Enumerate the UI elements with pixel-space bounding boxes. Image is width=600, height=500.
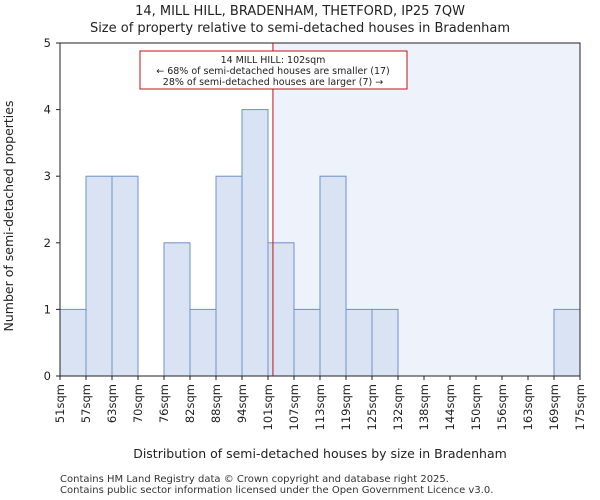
x-tick-label: 57sqm — [79, 384, 93, 423]
bar-51sqm — [59, 308, 87, 377]
y-tick-label: 2 — [44, 236, 51, 250]
x-tick-label: 76sqm — [157, 384, 171, 423]
annotation-box — [139, 50, 408, 90]
x-axis-label: Distribution of semi-detached houses by … — [133, 446, 507, 461]
x-tick-label: 82sqm — [183, 384, 197, 423]
bar-63sqm — [111, 175, 139, 377]
annotation-label-line3: 28% of semi-detached houses are larger (… — [163, 77, 383, 88]
bar-119sqm — [345, 308, 373, 377]
x-tick-label: 94sqm — [235, 384, 249, 423]
bar-94sqm — [241, 109, 269, 377]
x-tick-label: 101sqm — [261, 384, 275, 430]
y-tick-label: 4 — [44, 103, 51, 117]
bar-82sqm — [189, 308, 217, 377]
bar-125sqm — [371, 308, 399, 377]
x-tick-label: 107sqm — [287, 384, 301, 430]
bar-107sqm — [293, 308, 321, 377]
x-tick-label: 138sqm — [417, 384, 431, 430]
chart-subtitle: Size of property relative to semi-detach… — [89, 21, 511, 36]
x-tick-label: 132sqm — [391, 384, 405, 430]
x-tick-label: 88sqm — [209, 384, 223, 423]
x-tick-label: 169sqm — [547, 384, 561, 430]
chart-title: 14, MILL HILL, BRADENHAM, THETFORD, IP25… — [135, 4, 465, 19]
x-tick-label: 150sqm — [469, 384, 483, 430]
x-tick-label: 113sqm — [313, 384, 327, 430]
x-tick-label: 144sqm — [443, 384, 457, 430]
bar-88sqm — [215, 175, 243, 377]
annotation-label-line2: ← 68% of semi-detached houses are smalle… — [156, 66, 390, 77]
y-axis-label: Number of semi-detached properties — [1, 101, 16, 332]
bar-76sqm — [163, 242, 191, 377]
annotation-label-line1: 14 MILL HILL: 102sqm — [221, 55, 326, 66]
x-tick-label: 156sqm — [495, 384, 509, 430]
x-tick-label: 63sqm — [105, 384, 119, 423]
footer-licence: Contains public sector information licen… — [60, 485, 494, 496]
bar-169sqm — [553, 308, 581, 377]
x-tick-label: 175sqm — [573, 384, 587, 430]
bar-113sqm — [319, 175, 347, 377]
bar-57sqm — [85, 175, 113, 377]
x-tick-label: 119sqm — [339, 384, 353, 430]
y-tick-label: 1 — [44, 302, 51, 316]
x-tick-label: 163sqm — [521, 384, 535, 430]
x-tick-label: 125sqm — [365, 384, 379, 430]
y-tick-label: 0 — [44, 369, 51, 383]
y-tick-label: 5 — [44, 36, 51, 50]
y-tick-label: 3 — [44, 169, 51, 183]
bar-101sqm — [267, 242, 295, 377]
footer-attribution: Contains HM Land Registry data © Crown c… — [60, 474, 449, 485]
x-tick-label: 70sqm — [131, 384, 145, 423]
x-tick-label: 51sqm — [53, 384, 67, 423]
